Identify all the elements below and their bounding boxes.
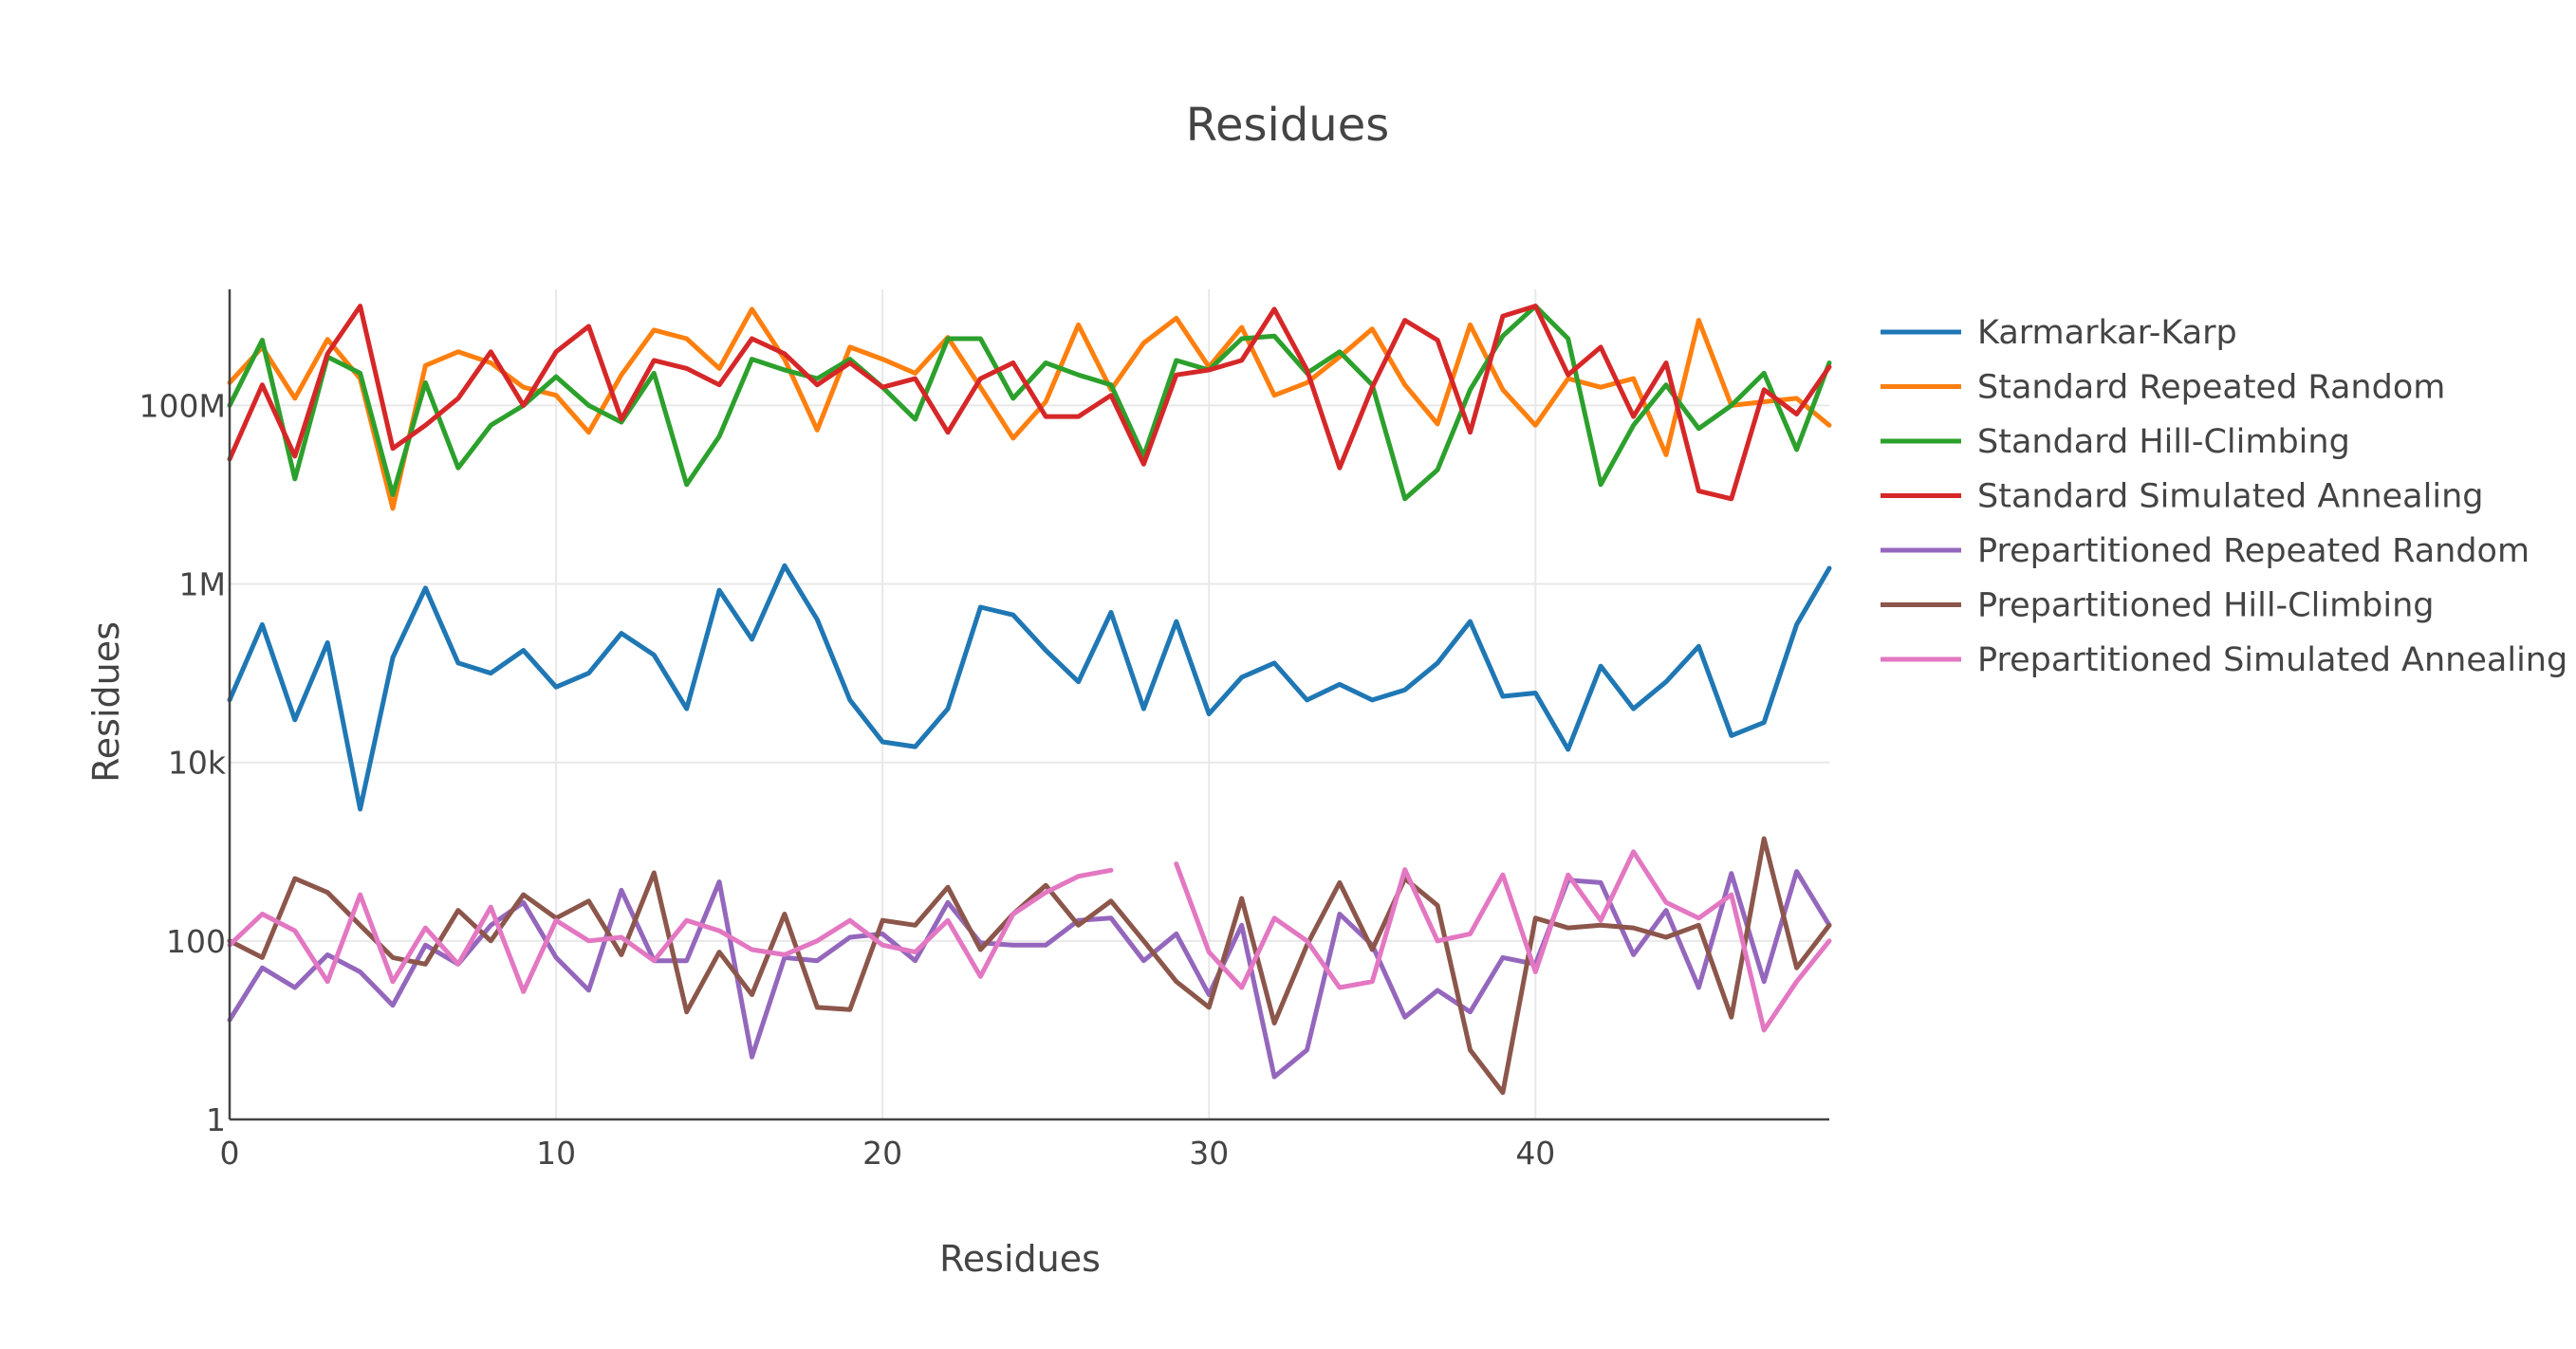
- x-axis-title: Residues: [939, 1238, 1101, 1280]
- y-tick-label: 10k: [168, 745, 227, 782]
- legend: Karmarkar-Karp Standard Repeated Random St…: [1881, 314, 2567, 679]
- axes: 0 10 20 30 40 1 100 10k 1M 100M: [139, 289, 1829, 1172]
- series-line-standard-repeated-random: [227, 306, 1832, 511]
- series-line-karmarkar-karp: [227, 563, 1832, 812]
- legend-item-standard-hill-climbing[interactable]: Standard Hill-Climbing: [1881, 423, 2350, 461]
- x-tick-label: 30: [1189, 1135, 1229, 1172]
- legend-item-prepartitioned-simulated-annealing[interactable]: Prepartitioned Simulated Annealing: [1881, 641, 2567, 679]
- legend-item-prepartitioned-repeated-random[interactable]: Prepartitioned Repeated Random: [1881, 532, 2530, 570]
- x-tick-label: 10: [536, 1135, 576, 1172]
- legend-label: Prepartitioned Repeated Random: [1977, 532, 2530, 570]
- x-tick-label: 40: [1515, 1135, 1555, 1172]
- legend-label: Standard Simulated Annealing: [1977, 478, 2483, 516]
- series-line-standard-simulated-annealing: [227, 304, 1832, 502]
- legend-label: Prepartitioned Hill-Climbing: [1977, 587, 2435, 625]
- legend-label: Prepartitioned Simulated Annealing: [1977, 641, 2567, 679]
- legend-label: Standard Repeated Random: [1977, 369, 2445, 407]
- legend-item-prepartitioned-hill-climbing[interactable]: Prepartitioned Hill-Climbing: [1881, 587, 2435, 625]
- legend-label: Karmarkar-Karp: [1977, 314, 2237, 352]
- x-tick-label: 20: [862, 1135, 902, 1172]
- legend-label: Standard Hill-Climbing: [1977, 423, 2350, 461]
- legend-item-standard-simulated-annealing[interactable]: Standard Simulated Annealing: [1881, 478, 2483, 516]
- chart-title: Residues: [1186, 99, 1390, 152]
- series-line-standard-hill-climbing: [227, 304, 1832, 502]
- y-tick-label: 1: [206, 1101, 226, 1138]
- series-line-prepartitioned-simulated-annealing: [227, 849, 1832, 1033]
- legend-item-standard-repeated-random[interactable]: Standard Repeated Random: [1881, 369, 2445, 407]
- y-tick-label: 100: [166, 923, 226, 960]
- gridlines: [230, 289, 1829, 1119]
- y-axis-title: Residues: [85, 621, 127, 783]
- y-tick-label: 100M: [139, 387, 226, 424]
- y-tick-label: 1M: [179, 566, 226, 603]
- series-line-prepartitioned-hill-climbing: [227, 836, 1832, 1096]
- series-layer: [227, 304, 1832, 1096]
- x-tick-label: 0: [220, 1135, 240, 1172]
- legend-item-karmarkar-karp[interactable]: Karmarkar-Karp: [1881, 314, 2237, 352]
